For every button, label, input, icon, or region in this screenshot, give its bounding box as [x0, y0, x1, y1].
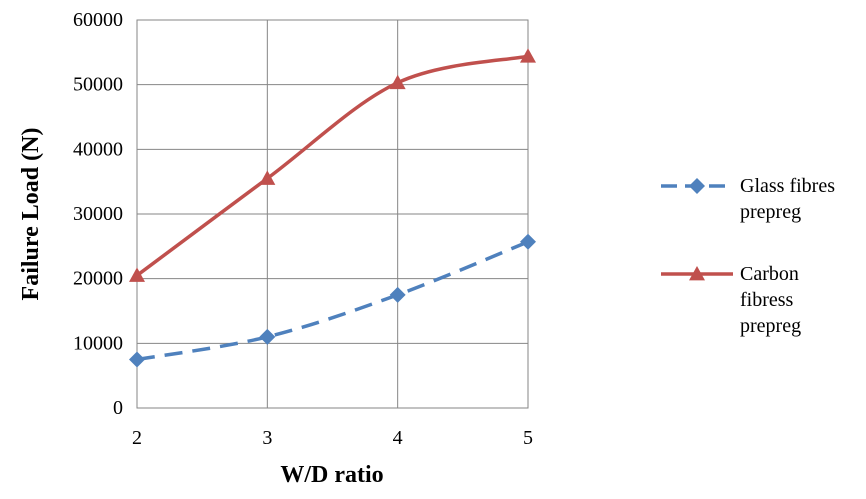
data-series: [129, 48, 536, 368]
data-point: [389, 286, 406, 303]
y-tick-label: 60000: [73, 9, 123, 31]
legend-label: prepreg: [740, 315, 801, 337]
data-point: [520, 48, 536, 63]
legend-label: prepreg: [740, 201, 801, 223]
legend-label: fibress: [740, 289, 794, 311]
legend-marker: [689, 266, 705, 281]
y-tick-label: 20000: [73, 268, 123, 290]
data-point: [259, 328, 276, 345]
legend-entry-1: Glass fibres prepreg: [661, 175, 835, 223]
y-tick-label: 40000: [73, 138, 123, 160]
data-point: [129, 267, 145, 282]
x-tick-label: 5: [523, 427, 533, 449]
x-tick-label: 2: [132, 427, 142, 449]
legend-label: Carbon: [740, 263, 799, 285]
series-2: [129, 48, 536, 282]
series-1: [129, 233, 536, 368]
data-point: [389, 74, 406, 90]
series-line: [136, 240, 529, 362]
data-point: [129, 351, 145, 368]
legend: Glass fibres prepreg Carbon fibress prepreg: [661, 175, 835, 337]
y-axis-tick-labels: 0 10000 20000 30000 40000 50000 60000: [73, 9, 123, 419]
x-axis-tick-labels: 2 3 4 5: [132, 427, 533, 449]
series-line: [135, 54, 530, 278]
data-point: [259, 170, 276, 185]
plot-area-frame: [136, 19, 529, 409]
x-axis-title: W/D ratio: [280, 462, 383, 488]
y-tick-label: 30000: [73, 203, 123, 225]
data-point: [520, 233, 536, 250]
y-tick-label: 10000: [73, 332, 123, 354]
legend-entry-2: Carbon fibress prepreg: [661, 263, 801, 337]
y-axis-title: Failure Load (N): [18, 128, 44, 301]
legend-label: Glass fibres: [740, 175, 835, 197]
x-tick-label: 3: [262, 427, 272, 449]
y-tick-label: 0: [113, 397, 123, 419]
x-tick-label: 4: [393, 427, 403, 449]
y-tick-label: 50000: [73, 74, 123, 96]
legend-marker: [689, 178, 705, 194]
